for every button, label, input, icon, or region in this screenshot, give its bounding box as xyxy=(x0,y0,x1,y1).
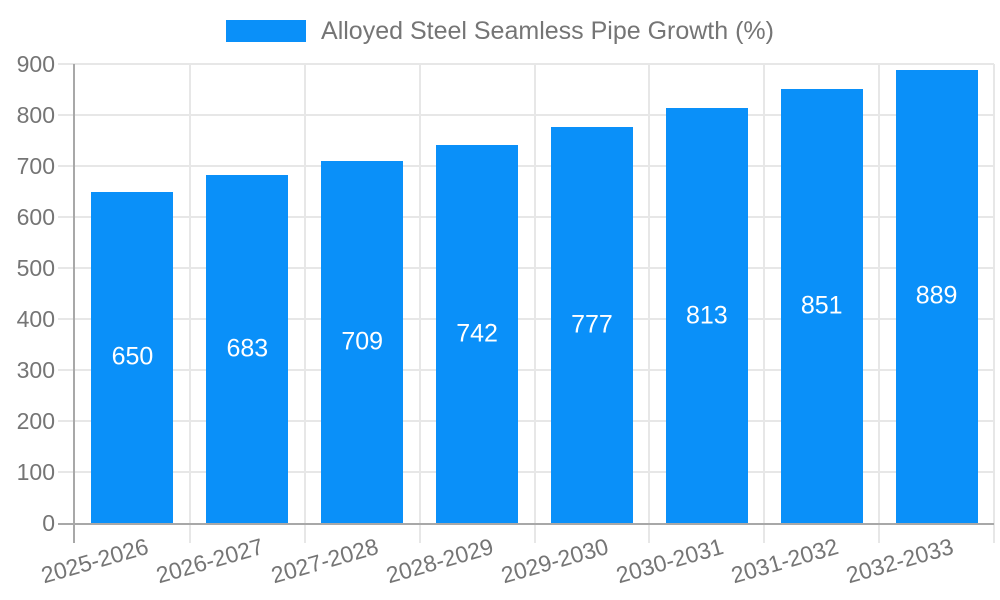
gridline-horizontal xyxy=(58,369,994,371)
legend-label: Alloyed Steel Seamless Pipe Growth (%) xyxy=(321,17,774,45)
gridline-vertical xyxy=(878,64,881,543)
bar: 683 xyxy=(206,174,289,523)
y-tick-label: 200 xyxy=(16,408,55,434)
bar: 650 xyxy=(91,191,174,523)
bar-value-label: 813 xyxy=(685,301,728,330)
gridline-vertical xyxy=(648,64,651,543)
bar: 851 xyxy=(780,88,863,523)
y-tick-label: 0 xyxy=(42,510,55,536)
y-tick-label: 700 xyxy=(16,153,55,179)
gridline-horizontal xyxy=(58,267,994,269)
bar-value-label: 650 xyxy=(111,342,154,371)
gridline-horizontal xyxy=(58,63,994,65)
x-tick-label: 2025-2026 xyxy=(38,533,152,589)
bar-value-label: 683 xyxy=(226,334,269,363)
gridline-vertical xyxy=(993,64,995,543)
gridline-vertical xyxy=(533,64,536,543)
gridline-vertical xyxy=(188,64,191,543)
bar: 813 xyxy=(665,108,748,523)
y-tick-label: 500 xyxy=(16,255,55,281)
bar-value-label: 777 xyxy=(571,310,613,339)
gridline-horizontal xyxy=(58,420,994,422)
bar-value-label: 709 xyxy=(341,327,384,356)
legend-item[interactable]: Alloyed Steel Seamless Pipe Growth (%) xyxy=(226,18,774,44)
legend-swatch-icon xyxy=(226,20,307,42)
bar-value-label: 889 xyxy=(915,281,958,310)
y-tick-label: 400 xyxy=(16,306,55,332)
x-tick-label: 2026-2027 xyxy=(153,533,267,589)
gridline-horizontal xyxy=(58,471,994,473)
bar-value-label: 742 xyxy=(456,319,498,348)
legend: Alloyed Steel Seamless Pipe Growth (%) xyxy=(0,18,1000,44)
x-tick-label: 2032-2033 xyxy=(842,533,956,589)
bar: 742 xyxy=(436,144,519,523)
bar: 709 xyxy=(321,161,404,523)
y-tick-label: 800 xyxy=(16,102,55,128)
y-tick-label: 300 xyxy=(16,357,55,383)
y-tick-label: 900 xyxy=(16,51,55,77)
gridline-vertical xyxy=(303,64,306,543)
bar: 889 xyxy=(895,69,978,523)
x-tick-label: 2030-2031 xyxy=(613,533,726,589)
y-tick-label: 100 xyxy=(16,459,55,485)
y-axis-line xyxy=(73,64,75,543)
gridline-horizontal xyxy=(58,216,994,218)
y-tick-label: 600 xyxy=(16,204,55,230)
x-tick-label: 2028-2029 xyxy=(383,533,497,589)
x-tick-label: 2029-2030 xyxy=(498,533,612,589)
x-axis-line xyxy=(58,523,994,525)
gridline-vertical xyxy=(418,64,421,543)
x-tick-label: 2031-2032 xyxy=(727,533,841,589)
gridline-horizontal xyxy=(58,114,994,116)
gridline-horizontal xyxy=(58,165,994,167)
x-tick-label: 2027-2028 xyxy=(268,533,382,589)
bar-value-label: 851 xyxy=(800,291,843,320)
bar: 777 xyxy=(550,126,633,523)
gridline-horizontal xyxy=(58,318,994,320)
gridline-vertical xyxy=(763,64,766,543)
